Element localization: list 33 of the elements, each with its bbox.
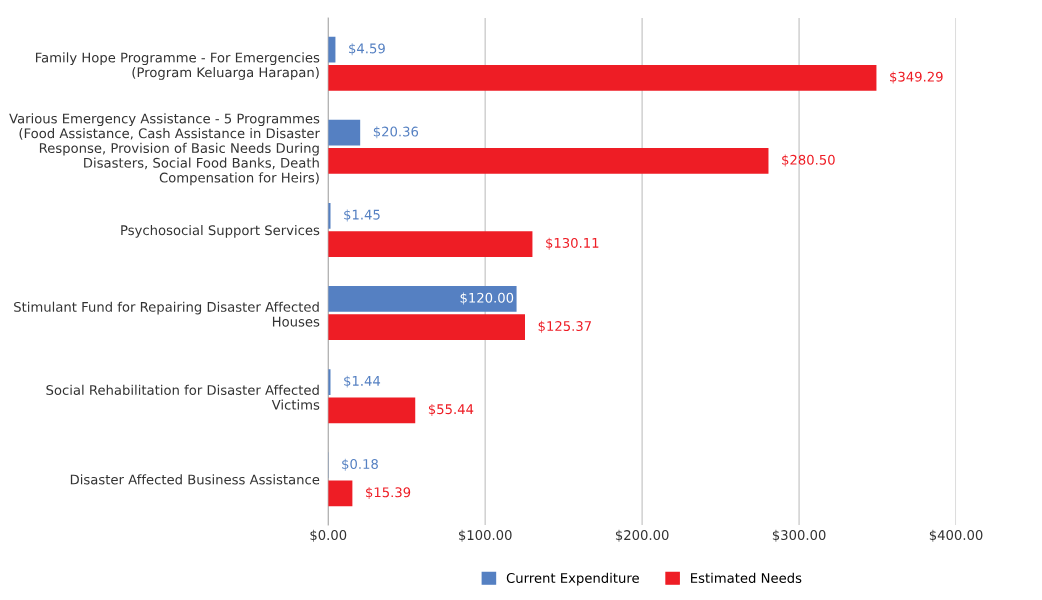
y-tick-label: Disaster Affected Business Assistance — [70, 474, 320, 485]
x-tick-label: $400.00 — [929, 529, 983, 542]
bar — [328, 231, 533, 257]
legend-label: Estimated Needs — [691, 572, 802, 583]
data-label: $0.18 — [342, 458, 378, 471]
x-tick-label: $300.00 — [772, 529, 826, 542]
y-tick-label: Family Hope Programme - For Emergencies (Program Keluarga Harapan) — [36, 52, 320, 80]
bar — [328, 119, 361, 146]
y-tick-label: Psychosocial Support Services — [121, 224, 320, 238]
data-label: $4.59 — [349, 43, 385, 56]
x-tick-label: $100.00 — [458, 529, 512, 542]
bar — [328, 148, 769, 174]
data-label: $15.39 — [366, 487, 411, 499]
bar — [328, 397, 416, 424]
y-tick-label: Various Emergency Assistance - 5 Programmes (Food Assistance, Cash Assistance in Disaster Response, Provision of Basic Needs During Disasters, Social Food Banks, Death Compensation for Heirs) — [9, 113, 320, 186]
y-tick-label: Social Rehabilitation for Disaster Affected Victims — [46, 384, 320, 410]
data-label: $349.29 — [890, 71, 943, 84]
data-label: $130.11 — [546, 237, 599, 250]
data-label: $120.00 — [460, 292, 514, 305]
data-label: $20.36 — [373, 126, 419, 139]
x-tick-label: $0.00 — [310, 529, 347, 542]
data-label: $125.37 — [538, 320, 591, 333]
data-label: $1.45 — [344, 209, 380, 222]
data-label: $1.44 — [344, 375, 381, 388]
bar — [328, 64, 877, 91]
y-tick-label: Stimulant Fund for Repairing Disaster Affected Houses — [14, 301, 320, 327]
bar — [328, 286, 517, 312]
bar — [328, 480, 353, 507]
data-label: $55.44 — [428, 403, 474, 416]
bar — [328, 314, 525, 341]
data-label: $280.50 — [782, 154, 835, 167]
legend-label: Current Expenditure — [506, 572, 639, 586]
x-tick-label: $200.00 — [615, 529, 669, 542]
